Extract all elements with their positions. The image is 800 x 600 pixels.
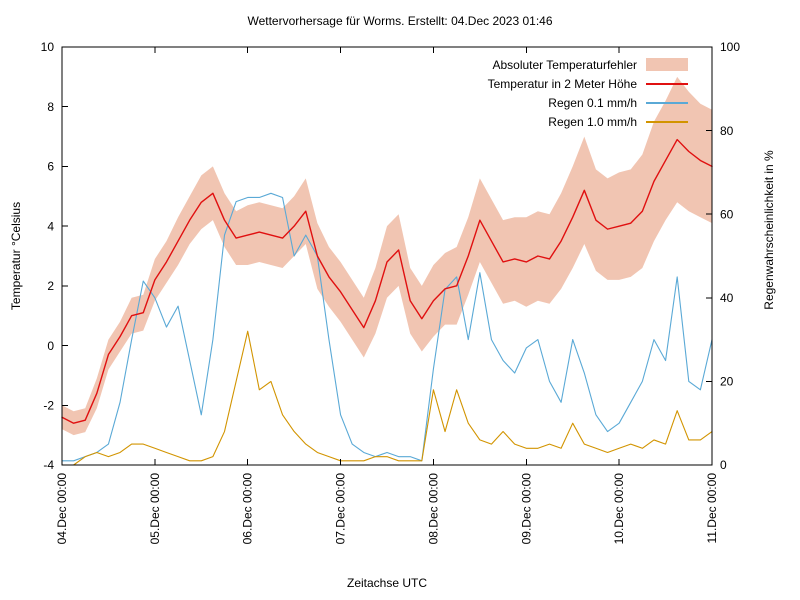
x-tick-label: 04.Dec 00:00 <box>55 473 69 545</box>
x-tick-label: 09.Dec 00:00 <box>519 473 533 545</box>
legend-label-error-band: Absoluter Temperaturfehler <box>492 57 637 72</box>
legend-swatch-temperature <box>646 77 688 90</box>
legend-item-error-band: Absoluter Temperaturfehler <box>488 55 688 74</box>
legend-bar-0 <box>646 58 688 71</box>
legend-label-temperature: Temperatur in 2 Meter Höhe <box>487 76 637 91</box>
x-tick-label: 05.Dec 00:00 <box>148 473 162 545</box>
x-tick-label: 11.Dec 00:00 <box>705 473 719 544</box>
x-axis-label: Zeitachse UTC <box>346 576 428 590</box>
plot-border <box>61 46 713 466</box>
y-right-tick-label: 100 <box>720 40 740 54</box>
legend: Absoluter Temperaturfehler Temperatur in… <box>488 55 688 131</box>
legend-label-rain-01: Regen 0.1 mm/h <box>548 95 637 110</box>
y-left-tick-label: 6 <box>47 160 54 174</box>
error-band <box>62 76 712 436</box>
legend-swatch-rain-01 <box>646 96 688 109</box>
legend-item-rain-01: Regen 0.1 mm/h <box>488 93 688 112</box>
temperature-line <box>61 138 713 424</box>
x-tick-label: 08.Dec 00:00 <box>426 473 440 545</box>
legend-bar-3 <box>646 120 688 123</box>
legend-bar-2 <box>646 101 688 104</box>
y-left-tick-label: 10 <box>41 40 55 54</box>
y-left-tick-label: 0 <box>47 339 54 353</box>
x-tick-label: 10.Dec 00:00 <box>612 473 626 545</box>
x-tick-label: 06.Dec 00:00 <box>241 473 255 545</box>
y-right-tick-label: 20 <box>720 375 734 389</box>
y-left-tick-label: 8 <box>47 100 54 114</box>
y-axis-right-label: Regenwahrscheinlichkeit in % <box>762 150 776 310</box>
rain-10-line <box>61 330 713 466</box>
y-right-tick-label: 40 <box>720 291 734 305</box>
legend-swatch-rain-10 <box>646 115 688 128</box>
x-tick-label: 07.Dec 00:00 <box>334 473 348 545</box>
y-left-tick-label: 4 <box>47 219 54 233</box>
y-right-tick-label: 60 <box>720 207 734 221</box>
legend-item-temperature: Temperatur in 2 Meter Höhe <box>488 74 688 93</box>
legend-bar-1 <box>646 82 688 85</box>
y-axis-left-label: Temperatur °Celsius <box>9 201 23 311</box>
legend-item-rain-10: Regen 1.0 mm/h <box>488 112 688 131</box>
y-right-tick-label: 0 <box>720 458 727 472</box>
chart-title: Wettervorhersage für Worms. Erstellt: 04… <box>247 14 553 28</box>
legend-swatch-error-band <box>646 58 688 71</box>
y-left-tick-label: -4 <box>43 458 54 472</box>
y-left-tick-label: 2 <box>47 279 54 293</box>
legend-label-rain-10: Regen 1.0 mm/h <box>548 114 637 129</box>
rain-01-line <box>61 192 713 462</box>
y-left-tick-label: -2 <box>43 398 54 412</box>
y-right-tick-label: 80 <box>720 124 734 138</box>
